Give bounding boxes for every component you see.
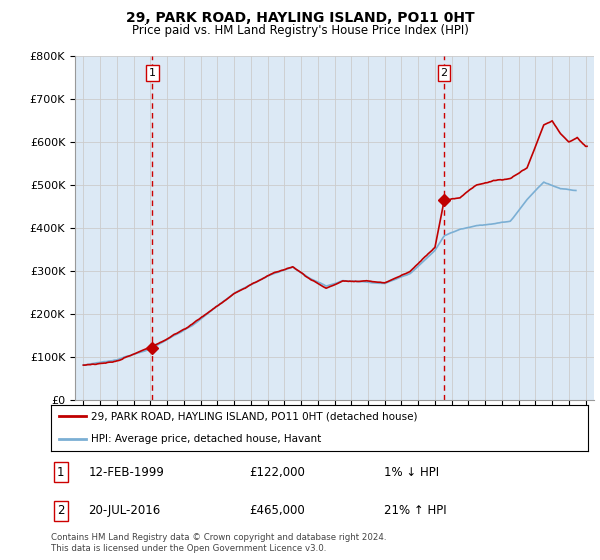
Text: 20-JUL-2016: 20-JUL-2016 bbox=[89, 504, 161, 517]
Text: 1% ↓ HPI: 1% ↓ HPI bbox=[384, 466, 439, 479]
Text: 29, PARK ROAD, HAYLING ISLAND, PO11 0HT: 29, PARK ROAD, HAYLING ISLAND, PO11 0HT bbox=[125, 11, 475, 25]
Text: 21% ↑ HPI: 21% ↑ HPI bbox=[384, 504, 446, 517]
Text: 1: 1 bbox=[149, 68, 156, 78]
Text: 2: 2 bbox=[440, 68, 448, 78]
Text: Price paid vs. HM Land Registry's House Price Index (HPI): Price paid vs. HM Land Registry's House … bbox=[131, 24, 469, 37]
Text: 29, PARK ROAD, HAYLING ISLAND, PO11 0HT (detached house): 29, PARK ROAD, HAYLING ISLAND, PO11 0HT … bbox=[91, 412, 418, 421]
Text: 2: 2 bbox=[57, 504, 64, 517]
Text: 1: 1 bbox=[57, 466, 64, 479]
Text: Contains HM Land Registry data © Crown copyright and database right 2024.
This d: Contains HM Land Registry data © Crown c… bbox=[51, 533, 386, 553]
Text: 12-FEB-1999: 12-FEB-1999 bbox=[89, 466, 164, 479]
Text: £465,000: £465,000 bbox=[250, 504, 305, 517]
Text: £122,000: £122,000 bbox=[250, 466, 305, 479]
Text: HPI: Average price, detached house, Havant: HPI: Average price, detached house, Hava… bbox=[91, 435, 322, 444]
